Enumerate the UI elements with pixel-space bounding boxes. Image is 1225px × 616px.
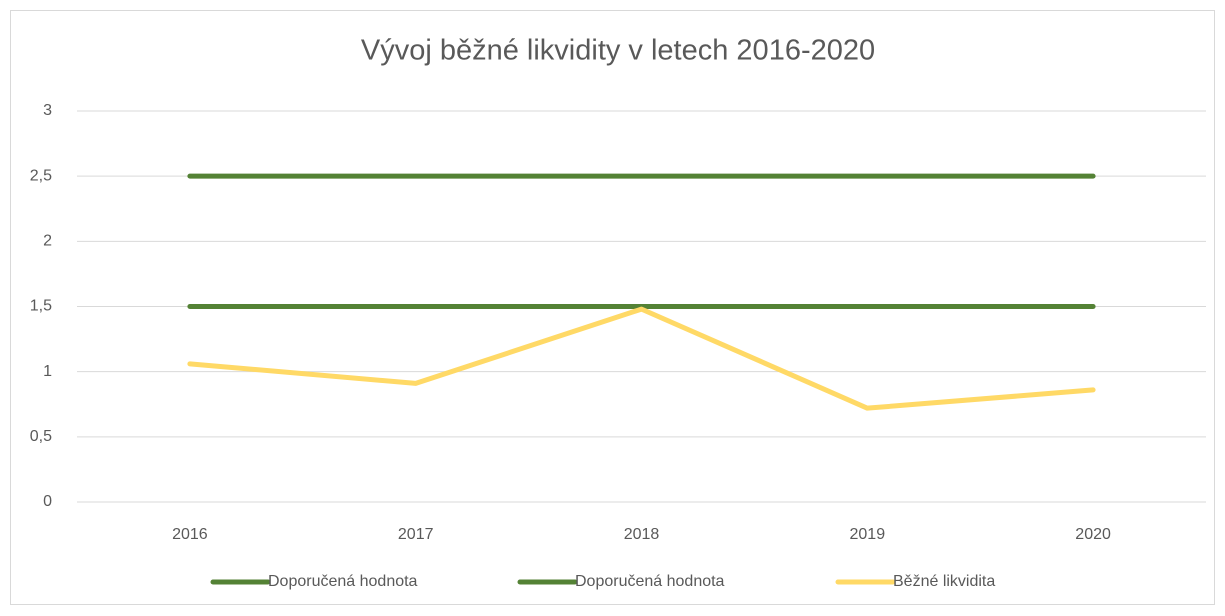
x-tick-label: 2018 [624, 526, 660, 543]
x-tick-label: 2016 [172, 526, 208, 543]
y-tick-label: 3 [43, 102, 52, 119]
legend-label: Běžné likvidita [893, 573, 995, 590]
legend-label: Doporučená hodnota [575, 573, 725, 590]
y-tick-label: 0,5 [30, 428, 52, 445]
x-tick-label: 2019 [850, 526, 886, 543]
y-tick-label: 2 [43, 233, 52, 250]
x-tick-label: 2017 [398, 526, 434, 543]
y-tick-label: 2,5 [30, 167, 52, 184]
chart-title: Vývoj běžné likvidity v letech 2016-2020 [361, 35, 875, 67]
y-tick-label: 1,5 [30, 298, 52, 315]
y-tick-label: 1 [43, 363, 52, 380]
legend-label: Doporučená hodnota [268, 573, 418, 590]
series-line [187, 306, 1096, 411]
y-tick-label: 0 [43, 493, 52, 510]
x-tick-label: 2020 [1075, 526, 1111, 543]
